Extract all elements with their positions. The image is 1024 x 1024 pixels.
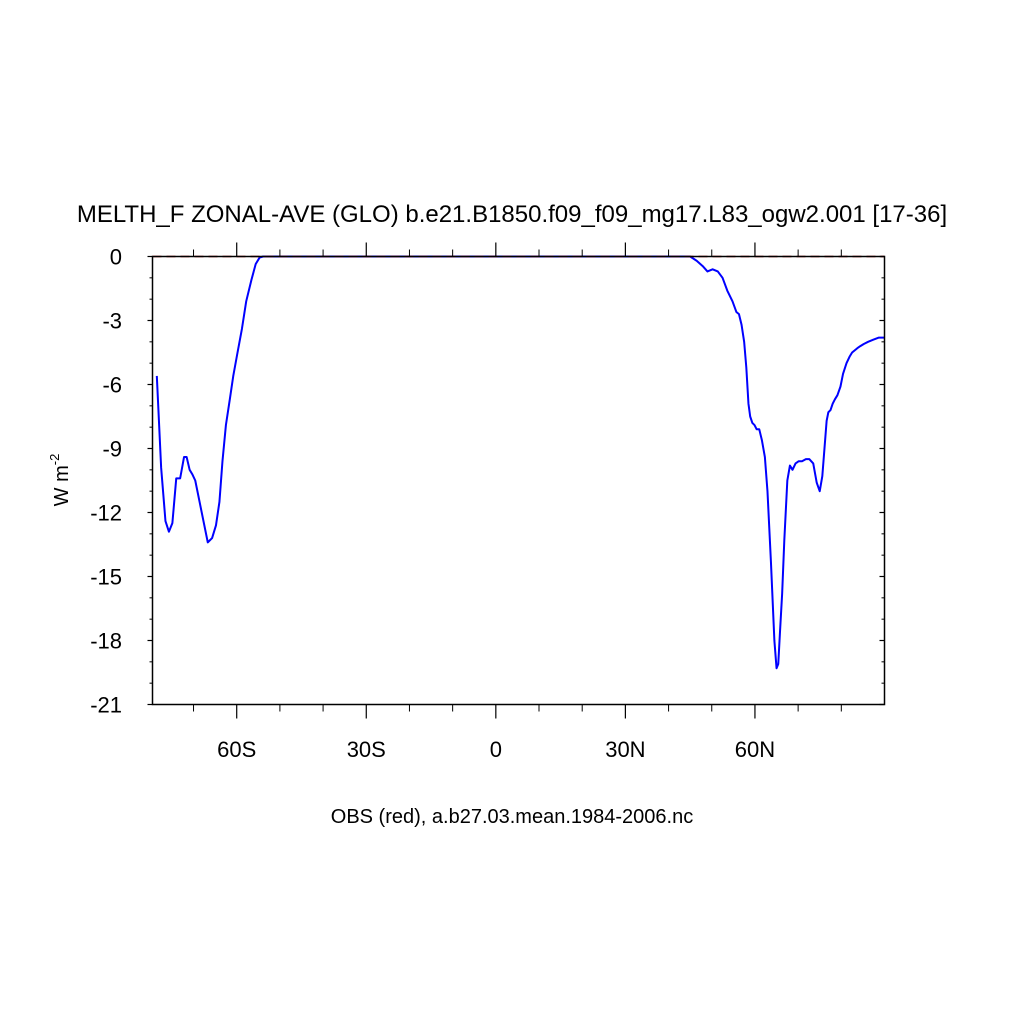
y-tick-label: -6 bbox=[102, 373, 122, 398]
plot-frame bbox=[151, 255, 886, 706]
y-tick-label: -9 bbox=[102, 437, 122, 462]
y-axis-label: W m-2 bbox=[47, 454, 73, 507]
y-tick-label: -12 bbox=[90, 501, 122, 526]
y-axis-label-exponent: -2 bbox=[47, 454, 62, 466]
x-tick-label: 30N bbox=[605, 737, 645, 762]
y-tick-label: -18 bbox=[90, 629, 122, 654]
y-tick-label: -15 bbox=[90, 565, 122, 590]
axis-ticks: 0 -3 -6 -9 -12 -15 -18 -21 60S 30S 0 30N 60N bbox=[90, 242, 885, 762]
x-axis-label: OBS (red), a.b27.03.mean.1984-2006.nc bbox=[331, 806, 693, 828]
y-axis-label-units: W m bbox=[51, 465, 73, 506]
plot-area bbox=[152, 255, 885, 670]
x-tick-label: 60S bbox=[217, 737, 256, 762]
x-tick-label: 60N bbox=[735, 737, 775, 762]
y-tick-label: -21 bbox=[90, 693, 122, 718]
series-line-0 bbox=[155, 255, 885, 670]
x-tick-label: 30S bbox=[347, 737, 386, 762]
x-tick-label: 0 bbox=[490, 737, 502, 762]
y-tick-label: -3 bbox=[102, 309, 122, 334]
y-tick-label: 0 bbox=[110, 245, 122, 270]
chart-title: MELTH_F ZONAL-AVE (GLO) b.e21.B1850.f09_… bbox=[77, 201, 947, 228]
